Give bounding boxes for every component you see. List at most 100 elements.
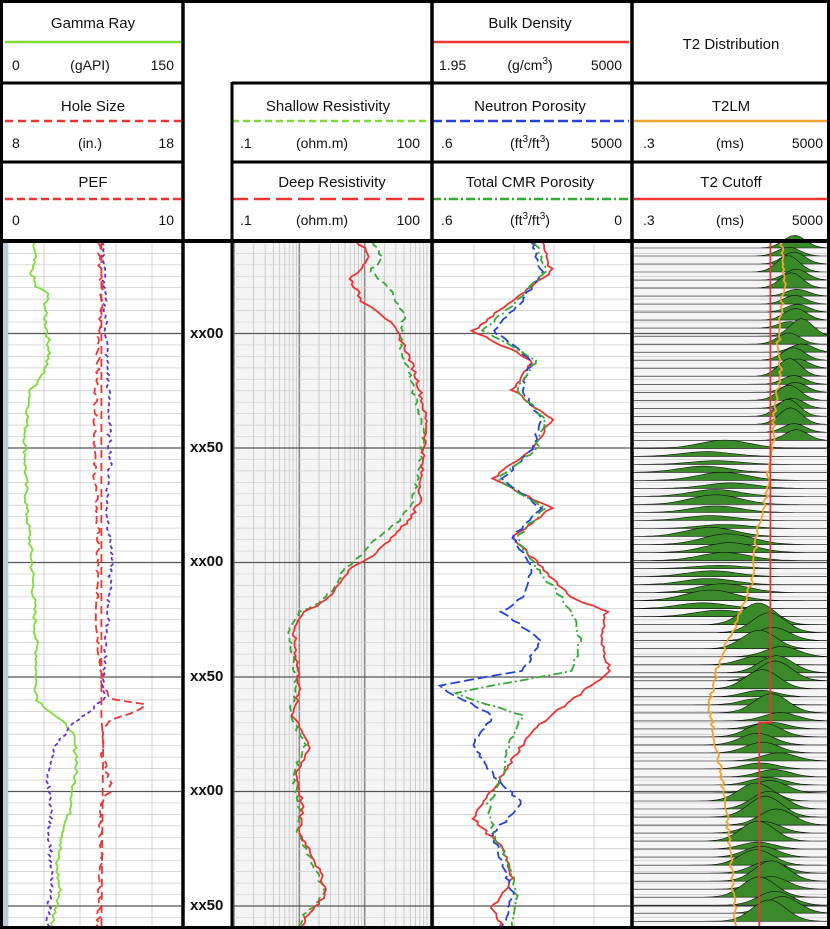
header-gamma-ray: Gamma Ray 0 (gAPI) 150 — [5, 15, 181, 73]
header-pef: PEF 0 10 — [5, 174, 181, 228]
t2-waveform — [633, 578, 830, 585]
depth-label: xx00 — [190, 782, 223, 799]
t2lm-unit: (ms) — [716, 135, 744, 151]
t2-waveform — [634, 762, 830, 770]
t2-waveform — [634, 255, 830, 273]
t2-waveform — [634, 860, 830, 882]
t2-distribution-title: T2 Distribution — [683, 36, 780, 53]
porosity-curve-2 — [452, 241, 583, 929]
depth-label: xx50 — [190, 897, 223, 914]
shallow-resistivity-max: 100 — [397, 135, 421, 151]
t2-waveform — [634, 712, 830, 722]
header-total-cmr-porosity: Total CMR Porosity .6 (ft3/ft3) 0 — [432, 174, 629, 228]
t2lm-title: T2LM — [712, 98, 750, 115]
t2-waveform — [633, 527, 830, 537]
total-cmr-porosity-title: Total CMR Porosity — [466, 174, 595, 191]
t2-waveform — [634, 268, 830, 281]
shallow-resistivity-min: .1 — [240, 135, 252, 151]
depth-label: xx00 — [190, 553, 223, 570]
t2-waveform — [634, 439, 830, 449]
shallow-resistivity-unit: (ohm.m) — [296, 135, 348, 151]
t2-waveform — [634, 552, 830, 561]
t2-waveform — [633, 494, 830, 505]
t2-cutoff-unit: (ms) — [716, 212, 744, 228]
t2-waveform — [634, 384, 830, 401]
depth-label: xx50 — [190, 668, 223, 685]
gamma-curve-1 — [100, 242, 105, 929]
deep-resistivity-unit: (ohm.m) — [296, 212, 348, 228]
t2-waveform — [633, 451, 830, 457]
t2-waveform — [633, 515, 830, 521]
gamma-ray-max: 150 — [151, 57, 175, 73]
t2-waveform — [634, 565, 830, 569]
pef-title: PEF — [78, 174, 107, 191]
pef-max: 10 — [158, 212, 174, 228]
header-hole-size: Hole Size 8 (in.) 18 — [5, 98, 181, 151]
t2-waveform — [634, 583, 830, 593]
deep-resistivity-title: Deep Resistivity — [278, 174, 386, 191]
t2-waveform — [634, 669, 830, 690]
left-edge-band — [0, 242, 8, 929]
hole-size-min: 8 — [12, 135, 20, 151]
t2-waveform — [634, 399, 830, 417]
depth-label: xx50 — [190, 439, 223, 456]
neutron-porosity-max: 5000 — [591, 135, 622, 151]
t2-waveform — [634, 429, 830, 441]
t2-waveform — [634, 626, 830, 641]
t2-waveform — [634, 542, 830, 553]
porosity-curve-0 — [469, 241, 612, 929]
t2-waveform — [634, 841, 830, 850]
t2-cutoff-max: 5000 — [792, 212, 823, 228]
t2-waveform — [634, 693, 830, 714]
t2-waveform — [634, 689, 830, 698]
t2-waveform — [634, 780, 830, 794]
t2-waveform — [634, 899, 830, 922]
bulk-density-max: 5000 — [591, 57, 622, 73]
t2-waveform — [634, 752, 830, 762]
t2-waveform — [634, 460, 830, 465]
hole-size-title: Hole Size — [61, 98, 125, 115]
t2-waveform — [634, 471, 830, 481]
hole-size-max: 18 — [158, 135, 174, 151]
t2-waveform — [633, 489, 830, 497]
t2-waveform — [634, 876, 830, 890]
bulk-density-title: Bulk Density — [488, 15, 572, 32]
t2-waveform — [634, 318, 830, 337]
t2-waveform — [634, 347, 830, 361]
total-cmr-porosity-min: .6 — [441, 212, 453, 228]
t2-waveform — [634, 524, 830, 529]
t2-waveform — [634, 646, 830, 658]
t2-waveform — [634, 288, 830, 297]
header-shallow-resistivity: Shallow Resistivity .1 (ohm.m) 100 — [232, 98, 429, 151]
t2lm-min: .3 — [643, 135, 655, 151]
gamma-curve-3 — [44, 241, 115, 929]
t2-waveform — [634, 849, 830, 866]
t2-waveform — [634, 629, 830, 649]
t2-cutoff-min: .3 — [643, 212, 655, 228]
header-t2-distribution: T2 Distribution — [683, 36, 780, 53]
t2-waveform — [634, 660, 830, 682]
t2-waveform — [634, 332, 830, 345]
neutron-porosity-min: .6 — [441, 135, 453, 151]
t2-waveform — [634, 845, 830, 858]
t2-waveform — [634, 732, 830, 746]
t2-waveform — [634, 609, 830, 617]
shallow-resistivity-title: Shallow Resistivity — [266, 98, 391, 115]
resistivity-curve-1 — [290, 241, 428, 929]
t2-waveform — [633, 505, 830, 513]
t2-waveform — [634, 482, 830, 489]
header-t2-cutoff: T2 Cutoff .3 (ms) 5000 — [634, 174, 830, 228]
neutron-porosity-title: Neutron Porosity — [474, 98, 586, 115]
hole-size-unit: (in.) — [78, 135, 102, 151]
deep-resistivity-max: 100 — [397, 212, 421, 228]
t2-waveform — [634, 820, 830, 842]
t2-waveform — [634, 741, 830, 754]
depth-labels: xx00 xx50 xx00 xx50 xx00 xx50 — [190, 325, 223, 914]
t2-waveform — [634, 303, 830, 313]
t2-waveform — [634, 423, 830, 433]
t2-waveform — [633, 465, 830, 473]
t2-cutoff-title: T2 Cutoff — [700, 174, 762, 191]
t2-curve-0 — [707, 241, 787, 929]
